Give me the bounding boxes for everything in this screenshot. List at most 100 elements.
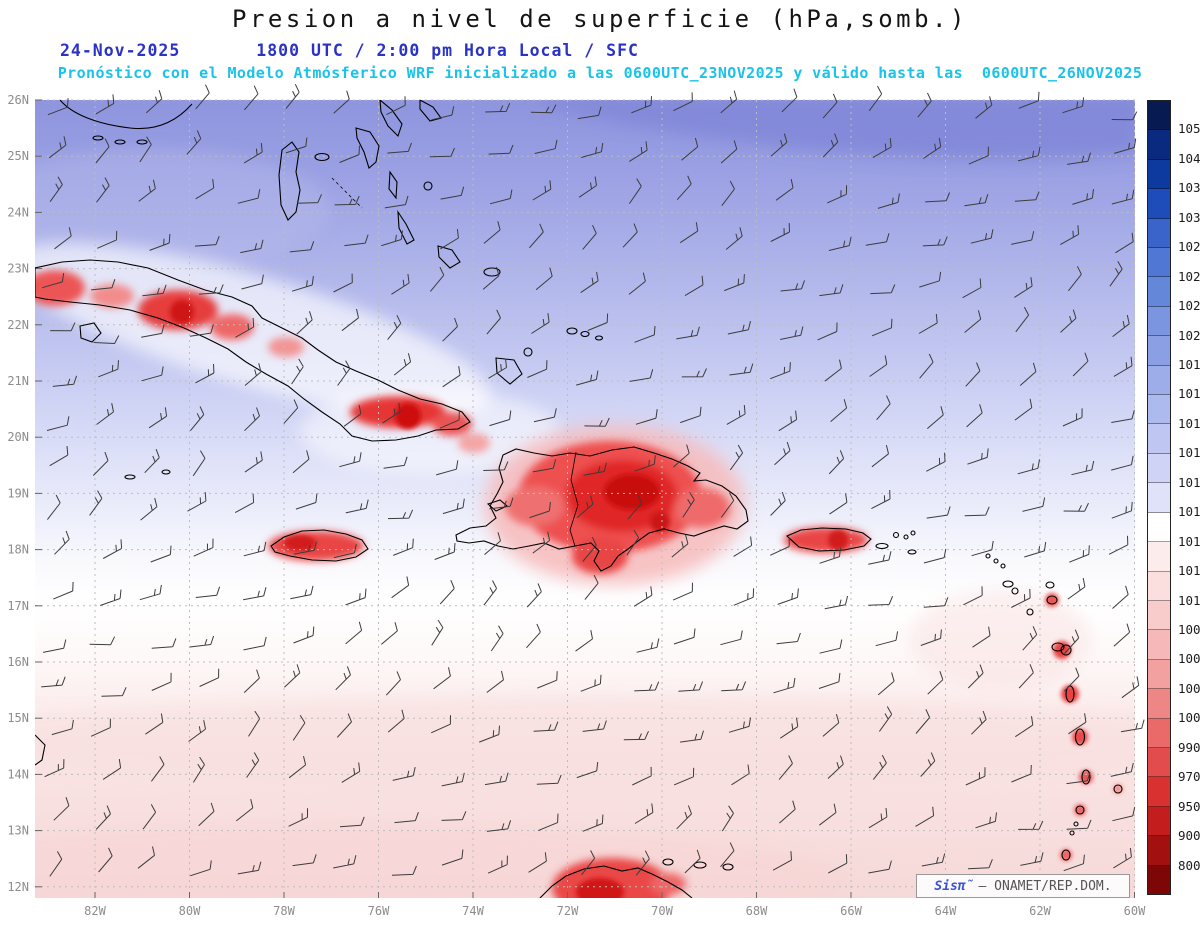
cat-island [388, 170, 398, 200]
lat-label: 14N [7, 767, 29, 781]
colorbar-level-label: 1025 [1178, 268, 1200, 284]
colorbar-segment [1148, 424, 1170, 454]
florida-keys [114, 139, 126, 145]
aruba [662, 858, 674, 866]
montserrat [1026, 608, 1034, 616]
lat-label: 25N [7, 149, 29, 163]
colorbar-segment [1148, 600, 1170, 631]
colorbar-segment [1148, 777, 1170, 807]
vieques [875, 542, 889, 550]
colorbar-level-label: 800 [1178, 857, 1200, 873]
colorbar-segment [1148, 189, 1170, 219]
colorbar-segment [1148, 277, 1170, 307]
lat-label: 15N [7, 711, 29, 725]
florida-keys [92, 135, 104, 141]
lon-label: 78W [273, 904, 295, 918]
colorbar-segment [1148, 159, 1170, 190]
cayman-islands [161, 469, 171, 475]
forecast-time: 1800 UTC / 2:00 pm Hora Local / SFC [256, 41, 639, 60]
colorbar-level-label: 1012 [1178, 563, 1200, 579]
page-title: Presion a nivel de superficie (hPa,somb.… [232, 5, 968, 33]
lat-label: 21N [7, 374, 29, 388]
jamaica-coastline [270, 529, 369, 562]
lon-label: 74W [462, 904, 484, 918]
turks-caicos [594, 335, 604, 341]
exuma-cays [331, 177, 363, 209]
guadeloupe [1051, 642, 1065, 652]
puerto-rico-coastline [786, 527, 872, 552]
colorbar-segment [1148, 218, 1170, 249]
colorbar-segment [1148, 512, 1170, 543]
st-kitts [1002, 580, 1014, 588]
pressure-shading [35, 100, 1135, 898]
header-datetime: 24-Nov-2025 1800 UTC / 2:00 pm Hora Loca… [60, 41, 639, 60]
lon-label: 62W [1029, 904, 1051, 918]
lat-label: 17N [7, 599, 29, 613]
colorbar-segment [1148, 336, 1170, 366]
little-inagua [523, 347, 533, 357]
lon-label: 70W [651, 904, 673, 918]
colorbar-segment [1148, 747, 1170, 778]
colorbar-segment [1148, 395, 1170, 425]
leeward-islands [993, 558, 999, 564]
colorbar-level-label: 950 [1178, 798, 1200, 814]
lat-label: 18N [7, 543, 29, 557]
colorbar-level-label: 1006 [1178, 651, 1200, 667]
colorbar-segment [1148, 306, 1170, 337]
colorbar-segment [1148, 483, 1170, 513]
colorbar-segment [1148, 689, 1170, 719]
colorbar-level-label: 1050 [1178, 121, 1200, 137]
colorbar-level-label: 1002 [1178, 680, 1200, 696]
lat-label: 20N [7, 430, 29, 444]
wind-barbs [41, 83, 1145, 877]
barbuda [1045, 581, 1055, 589]
colorbar-level-label: 1022 [1178, 298, 1200, 314]
model-info-line: Pronóstico con el Modelo Atmósferico WRF… [57, 64, 1143, 82]
lon-label: 76W [368, 904, 390, 918]
martinique [1074, 728, 1086, 746]
lat-label: 12N [7, 880, 29, 894]
turks-caicos [566, 327, 578, 335]
colorbar-level-label: 990 [1178, 739, 1200, 755]
turks-caicos [580, 330, 590, 338]
lon-label: 82W [84, 904, 106, 918]
virgin-islands [903, 534, 909, 540]
colorbar-level-label: 1000 [1178, 710, 1200, 726]
andros-island [278, 141, 301, 221]
virgin-islands [910, 530, 916, 536]
acklins-island [437, 245, 461, 269]
colorbar-segment [1148, 248, 1170, 278]
hispaniola-coastline [455, 446, 749, 572]
colorbar-level-label: 1040 [1178, 150, 1200, 166]
colorbar-segment [1148, 130, 1170, 160]
colorbar-segment [1148, 836, 1170, 866]
colorbar-level-label: 1017 [1178, 415, 1200, 431]
colorbar-level-label: 1020 [1178, 327, 1200, 343]
colorbar-level-label: 1016 [1178, 445, 1200, 461]
st-croix [907, 549, 917, 555]
grenadines [1073, 821, 1079, 827]
st-vincent [1075, 805, 1085, 815]
colorbar-segment [1148, 718, 1170, 748]
grand-bahama [419, 100, 442, 122]
nevis [1011, 587, 1019, 595]
leeward-islands [1000, 563, 1006, 569]
wind-barb-glyphs [41, 83, 1145, 877]
colorbar-level-label: 1018 [1178, 386, 1200, 402]
new-providence [314, 152, 330, 162]
curacao [693, 861, 707, 869]
colorbar-segment [1148, 659, 1170, 690]
barbados [1113, 784, 1123, 794]
leeward-islands [985, 553, 991, 559]
colorbar-level-label: 970 [1178, 769, 1200, 785]
colorbar-segment [1148, 571, 1170, 601]
colorbar-level-label: 1030 [1178, 209, 1200, 225]
lat-label: 22N [7, 318, 29, 332]
great-inagua [495, 357, 523, 385]
lon-label: 80W [179, 904, 201, 918]
long-island-bahamas [397, 209, 415, 245]
st-lucia [1081, 769, 1091, 785]
colorbar-level-label: 1015 [1178, 474, 1200, 490]
